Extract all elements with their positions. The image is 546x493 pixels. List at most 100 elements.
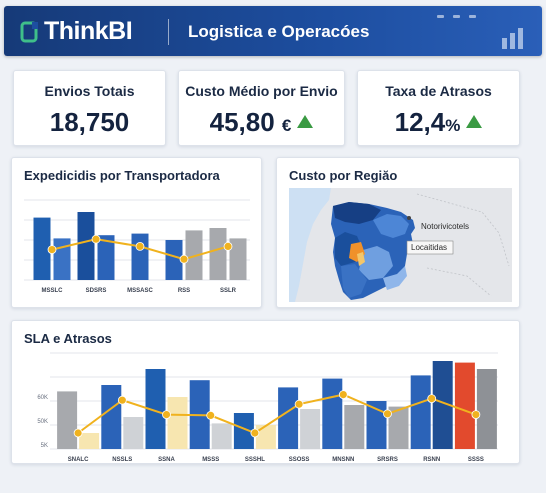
map-region-southeast[interactable] [383,266,407,290]
carrier-chart[interactable]: MSSLC SDSRS MSSASC RSS SSLR [12,158,263,309]
kpi-number: 45,80 [209,107,275,137]
window-controls [437,15,476,18]
x-tick-label: SSNA [158,457,175,463]
trend-point[interactable] [294,399,304,409]
sla-chart-panel: SLA e Atrasos 60K 50K 5K SNALC NSSLS SSNA MSSS… [11,320,520,464]
map-marker[interactable] [407,216,411,220]
panel-title: Custo por Regiăo [289,168,398,183]
bar[interactable] [209,228,227,280]
bar[interactable] [388,406,409,449]
x-tick-label: MSSS [202,457,219,463]
bar[interactable] [344,405,365,449]
y-tick-label: 5K [41,443,48,449]
bar[interactable] [53,238,71,280]
x-tick-label: SDSRS [86,288,107,294]
sla-chart[interactable]: 60K 50K 5K SNALC NSSLS SSNA MSSS SSSHL SSOSS MNSN… [12,321,521,465]
map-region-south[interactable] [341,264,367,298]
x-tick-label: SSLR [220,288,237,294]
x-tick-label: MSSLC [42,288,64,294]
region-map[interactable]: Notorivicotels Locaitidas [277,158,521,309]
y-tick-label: 50K [37,419,48,425]
brand-logo[interactable]: ThinkBI [20,17,133,46]
trend-point[interactable] [135,242,145,251]
kpi-label: Taxa de Atrasos [385,83,492,99]
trend-point[interactable] [250,428,260,438]
bar[interactable] [79,433,100,449]
kpi-number: 12,4 [394,107,446,137]
trend-point[interactable] [91,234,101,244]
trend-up-icon [297,115,314,128]
map-tooltip-text: Locaitidas [411,243,447,252]
y-tick-label: 60K [37,395,48,401]
x-tick-label: MNSNN [332,457,354,463]
window-control-1[interactable] [437,15,444,18]
trend-point[interactable] [223,242,233,251]
panel-title: Expedicidis por Transportadora [24,168,220,183]
bar[interactable] [165,240,183,280]
trend-point[interactable] [471,410,481,419]
bar[interactable] [185,230,203,280]
bar[interactable] [233,413,254,449]
bar[interactable] [145,369,166,449]
map-region-east[interactable] [359,246,393,280]
bar[interactable] [300,409,321,449]
trend-point[interactable] [73,428,83,438]
trend-point[interactable] [117,395,127,405]
map-region-highlight-2[interactable] [357,252,365,266]
trend-point[interactable] [338,390,348,399]
bar[interactable] [410,375,431,449]
trend-line [77,393,477,435]
x-tick-label: RSNN [423,457,440,463]
trend-point[interactable] [427,394,437,403]
bar[interactable] [211,423,232,449]
map-sea [289,188,331,302]
page-title: Logistica e Operacóes [188,22,370,41]
bar[interactable] [278,387,299,449]
window-control-2[interactable] [453,15,460,18]
bar[interactable] [167,397,188,449]
kpi-label: Custo Médio por Envio [185,83,338,99]
trend-point[interactable] [162,410,171,419]
kpi-card-avg-cost[interactable]: Custo Médio por Envio 45,80 € [178,70,345,146]
kpi-number: 18,750 [49,107,130,137]
trend-up-icon [466,115,483,128]
bar[interactable] [131,233,149,280]
map-label: Notorivicotels [421,222,469,231]
map-region-north[interactable] [333,202,381,224]
kpi-card-total-shipments[interactable]: Envios Totais 18,750 [13,70,166,146]
x-tick-label: SSSS [468,457,484,463]
region-map-panel: Custo por Regiăo Notorivicotels Locaitid… [276,157,520,308]
bar[interactable] [101,385,122,449]
kpi-unit: € [281,116,292,135]
kpi-card-delay-rate[interactable]: Taxa de Atrasos 12,4% [357,70,520,146]
bar[interactable] [322,378,343,449]
bar[interactable] [255,425,276,449]
bar[interactable] [229,238,247,280]
bar[interactable] [57,391,78,449]
bar[interactable] [476,369,497,449]
bar[interactable] [77,212,95,280]
logo-icon [20,21,38,42]
bar-chart-icon[interactable] [500,26,526,50]
bar[interactable] [97,235,115,280]
map-border-line [426,267,492,297]
bar[interactable] [432,361,453,449]
trend-point[interactable] [179,254,189,264]
bar[interactable] [33,217,51,280]
bar[interactable] [366,401,387,449]
map-region-northeast[interactable] [373,214,409,238]
kpi-value: 18,750 [14,107,165,138]
x-tick-label: SRSRS [377,457,398,463]
kpi-unit: % [445,116,461,135]
brand-name: ThinkBI [44,17,133,45]
window-control-3[interactable] [469,15,476,18]
bar[interactable] [454,362,475,449]
x-tick-label: SSOSS [289,457,310,463]
trend-point[interactable] [206,411,216,420]
map-border-line [416,193,510,267]
x-tick-label: NSSLS [112,457,132,463]
trend-point[interactable] [383,409,392,419]
trend-point[interactable] [47,245,57,254]
bar[interactable] [123,417,144,449]
app-header: ThinkBI Logistica e Operacóes [4,6,542,56]
